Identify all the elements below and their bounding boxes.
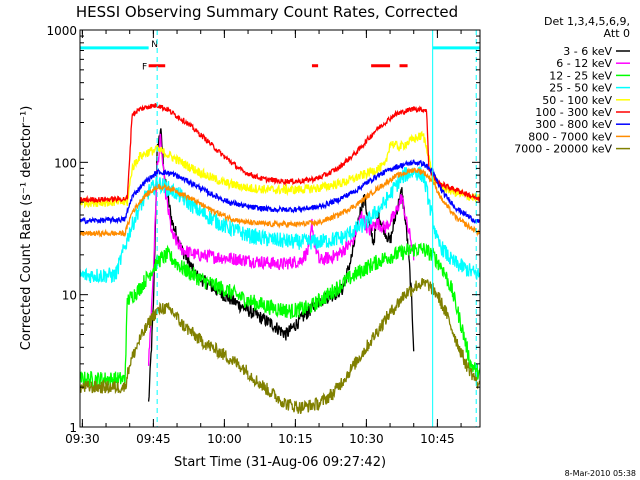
footer-date: 8-Mar-2010 05:38 — [565, 469, 636, 478]
x-axis-label: Start Time (31-Aug-06 09:27:42) — [174, 455, 386, 470]
y-tick-label: 100 — [54, 156, 77, 170]
series-line-800-7000-kev — [80, 167, 480, 238]
legend-label: 12 - 25 keV — [549, 69, 612, 82]
series-line-7000-20000-kev — [80, 277, 480, 415]
legend-label: 25 - 50 keV — [549, 82, 612, 95]
y-tick-label: 10 — [62, 289, 77, 303]
vertical-markers — [156, 30, 477, 427]
legend-header-line-2: Att 0 — [604, 27, 630, 40]
x-tick-label: 10:30 — [349, 432, 384, 446]
x-tick-label: 10:45 — [420, 432, 455, 446]
series-line-100-300-kev — [80, 103, 480, 205]
observing-flags: NF — [80, 40, 480, 73]
series-line-50-100-kev — [80, 130, 480, 209]
x-tick-label: 10:00 — [207, 432, 242, 446]
legend-label: 50 - 100 keV — [542, 94, 612, 107]
series-line-25-50-kev — [80, 166, 480, 284]
x-tick-label: 09:30 — [65, 432, 100, 446]
legend-label: 6 - 12 keV — [556, 57, 612, 70]
legend-label: 7000 - 20000 keV — [514, 143, 612, 156]
legend-label: 3 - 6 keV — [563, 45, 612, 58]
series-line-12-25-kev — [80, 242, 480, 388]
series-line-6-12-kev — [147, 133, 415, 366]
series-lines — [80, 103, 480, 415]
legend-label: 300 - 800 keV — [535, 118, 612, 131]
x-tick-label: 09:45 — [136, 432, 171, 446]
y-axis-label: Corrected Count Rate (s⁻¹ detector⁻¹) — [19, 106, 34, 351]
y-tick-label: 1000 — [46, 24, 77, 38]
flag-n-label: N — [151, 40, 158, 50]
chart-title: HESSI Observing Summary Count Rates, Cor… — [76, 3, 458, 21]
flag-f-label: F — [142, 63, 147, 73]
plot-frame — [79, 29, 481, 428]
legend-label: 100 - 300 keV — [535, 106, 612, 119]
legend-label: 800 - 7000 keV — [528, 130, 612, 143]
axes: 09:30 09:45 10:00 10:15 10:30 10:45 1 10 100 1000 — [46, 24, 480, 446]
series-line-300-800-kev — [80, 159, 480, 225]
y-tick-label: 1 — [69, 421, 77, 435]
legend-header-line-1: Det 1,3,4,5,6,9, — [544, 15, 630, 28]
x-tick-label: 10:15 — [278, 432, 313, 446]
